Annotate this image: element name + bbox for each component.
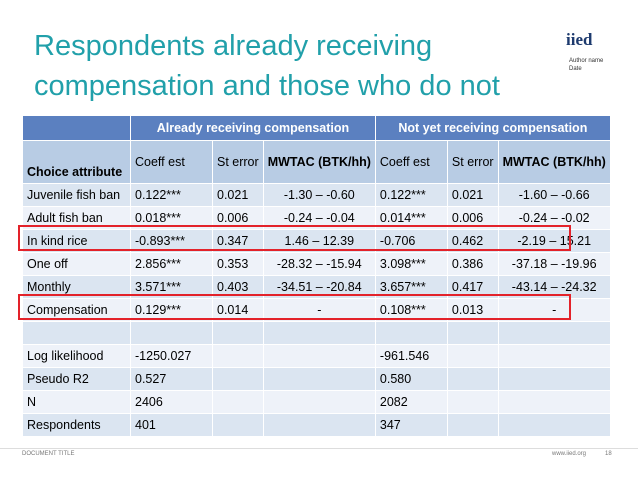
table-row: N 2406 2082 xyxy=(22,390,611,414)
table-cell xyxy=(262,321,376,345)
page-number: 18 xyxy=(605,451,612,457)
table-cell: -37.18 – -19.96 xyxy=(497,252,611,276)
table-row: Pseudo R2 0.527 0.580 xyxy=(22,367,611,391)
table-cell: St error xyxy=(446,140,499,184)
table-row xyxy=(22,321,611,345)
table-cell: Coeff est xyxy=(374,140,448,184)
results-table: Already receiving compensation Not yet re… xyxy=(22,115,611,437)
table-row: Respondents 401 347 xyxy=(22,413,611,437)
table-cell: Respondents xyxy=(22,413,131,437)
table-cell: Choice attribute xyxy=(22,140,131,184)
table-cell: St error xyxy=(212,140,264,184)
table-row: One off 2.856*** 0.353 -28.32 – -15.94 3.098… xyxy=(22,252,611,276)
footer-rule xyxy=(0,448,638,449)
table-cell xyxy=(446,413,499,437)
table-cell xyxy=(446,344,499,368)
table-row: In kind rice -0.893*** 0.347 1.46 – 12.39 -0… xyxy=(22,229,611,253)
table-cell: -28.32 – -15.94 xyxy=(262,252,376,276)
table-cell: Adult fish ban xyxy=(22,206,131,230)
table-cell: -1250.027 xyxy=(130,344,213,368)
table-row: Log likelihood -1250.027 -961.546 xyxy=(22,344,611,368)
logo: iied xyxy=(566,30,593,49)
table-cell: N xyxy=(22,390,131,414)
table-cell: One off xyxy=(22,252,131,276)
table-cell: Log likelihood xyxy=(22,344,131,368)
table-cell: 0.386 xyxy=(446,252,499,276)
table-cell xyxy=(22,115,131,141)
table-cell: -34.51 – -20.84 xyxy=(262,275,376,299)
table-cell: 0.021 xyxy=(212,183,264,207)
table-row: Juvenile fish ban 0.122*** 0.021 -1.30 – -0… xyxy=(22,183,611,207)
highlight-box xyxy=(18,294,571,320)
table-cell: Juvenile fish ban xyxy=(22,183,131,207)
table-row: Choice attribute Coeff est St error MWTAC (… xyxy=(22,140,611,184)
table-cell xyxy=(446,390,499,414)
highlight-box xyxy=(18,225,571,251)
table-cell: 2082 xyxy=(374,390,448,414)
table-cell: 0.527 xyxy=(130,367,213,391)
table-cell xyxy=(262,413,376,437)
table-cell: Pseudo R2 xyxy=(22,367,131,391)
table-cell: MWTAC (BTK/hh) xyxy=(497,140,611,184)
slide-title: Respondents already receiving compensati… xyxy=(34,30,500,102)
table-cell: 2406 xyxy=(130,390,213,414)
table-cell xyxy=(446,321,499,345)
table-cell xyxy=(262,344,376,368)
table-cell: 0.580 xyxy=(374,367,448,391)
table-cell: 401 xyxy=(130,413,213,437)
table-cell: Coeff est xyxy=(130,140,213,184)
table-cell: 347 xyxy=(374,413,448,437)
table-cell: Not yet receiving compensation xyxy=(374,115,611,141)
table-cell: -1.30 – -0.60 xyxy=(262,183,376,207)
table-cell: 0.129*** xyxy=(130,298,213,322)
document-title: DOCUMENT TITLE xyxy=(22,451,75,457)
table-cell: 1.46 – 12.39 xyxy=(262,229,376,253)
table-cell: 0.021 xyxy=(446,183,499,207)
table-cell xyxy=(374,321,448,345)
table-cell xyxy=(22,321,131,345)
table-cell xyxy=(497,367,611,391)
table-cell xyxy=(212,344,264,368)
table-cell xyxy=(497,344,611,368)
table-cell: -961.546 xyxy=(374,344,448,368)
table-cell xyxy=(497,390,611,414)
table-row: Already receiving compensation Not yet re… xyxy=(22,115,611,141)
table-cell xyxy=(212,367,264,391)
table-cell xyxy=(446,367,499,391)
table-cell: 0.122*** xyxy=(130,183,213,207)
table-cell xyxy=(130,321,213,345)
table-cell: MWTAC (BTK/hh) xyxy=(262,140,376,184)
table-cell xyxy=(497,321,611,345)
table-cell: Compensation xyxy=(22,298,131,322)
table-cell: 2.856*** xyxy=(130,252,213,276)
table-cell: Already receiving compensation xyxy=(130,115,376,141)
table-cell: 0.353 xyxy=(212,252,264,276)
table-cell: -1.60 – -0.66 xyxy=(497,183,611,207)
table-cell xyxy=(497,413,611,437)
table-cell xyxy=(262,367,376,391)
table-cell: -0.24 – -0.02 xyxy=(497,206,611,230)
table-cell xyxy=(212,413,264,437)
table-cell: 0.122*** xyxy=(374,183,448,207)
table-cell: 0.013 xyxy=(446,298,499,322)
date: Date xyxy=(569,66,582,72)
table-cell xyxy=(262,390,376,414)
table-cell xyxy=(212,321,264,345)
author: Author name xyxy=(569,58,604,64)
footer-url: www.iied.org xyxy=(552,451,587,457)
table-cell xyxy=(212,390,264,414)
table-cell: 3.098*** xyxy=(374,252,448,276)
table-row: Monthly 3.571*** 0.403 -34.51 – -20.84 3.657… xyxy=(22,275,611,299)
